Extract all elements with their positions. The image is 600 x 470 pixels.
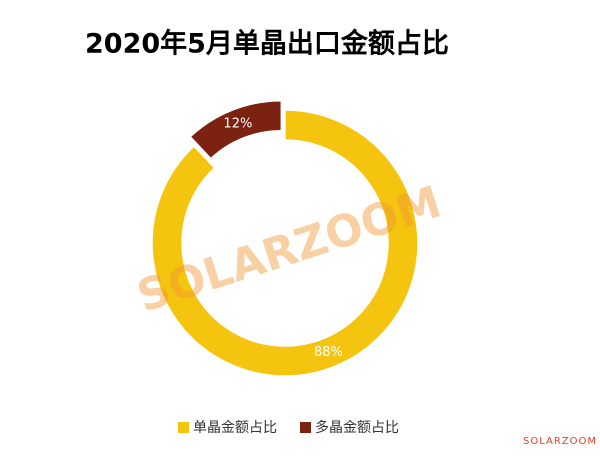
slice [151, 109, 419, 377]
data-label: 12% [223, 116, 252, 131]
data-label: 88% [314, 345, 343, 360]
legend-swatch [178, 422, 189, 433]
brand: SOLARZOOM [523, 436, 597, 447]
donut [151, 99, 419, 377]
slice [189, 99, 283, 160]
legend-swatch [300, 422, 311, 433]
legend-label: 单晶金额占比 [193, 420, 277, 436]
legend-label: 多晶金额占比 [315, 419, 399, 436]
chart-title: 2020年5月单晶出口金额占比 [85, 28, 449, 60]
